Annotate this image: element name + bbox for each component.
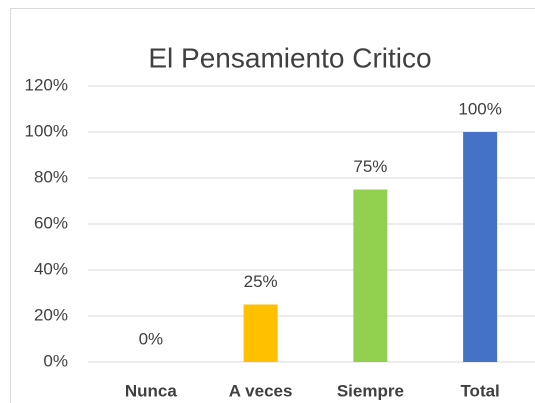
y-tick-label: 120% (25, 75, 68, 94)
bar (353, 189, 388, 362)
y-tick-label: 20% (34, 305, 68, 324)
bar (243, 304, 278, 362)
x-tick-label: Nunca (125, 381, 178, 400)
y-tick-label: 80% (34, 167, 68, 186)
y-tick-label: 60% (34, 213, 68, 232)
y-tick-label: 40% (34, 259, 68, 278)
bar (463, 132, 498, 362)
x-tick-label: Siempre (337, 381, 404, 400)
y-tick-label: 100% (25, 121, 68, 140)
data-label: 0% (139, 329, 164, 348)
data-label: 100% (458, 99, 501, 118)
x-tick-label: A veces (229, 381, 293, 400)
data-label: 75% (353, 157, 387, 176)
data-label: 25% (244, 272, 278, 291)
chart-title: El Pensamiento Critico (148, 42, 431, 73)
y-tick-label: 0% (43, 351, 68, 370)
x-tick-label: Total (460, 381, 499, 400)
